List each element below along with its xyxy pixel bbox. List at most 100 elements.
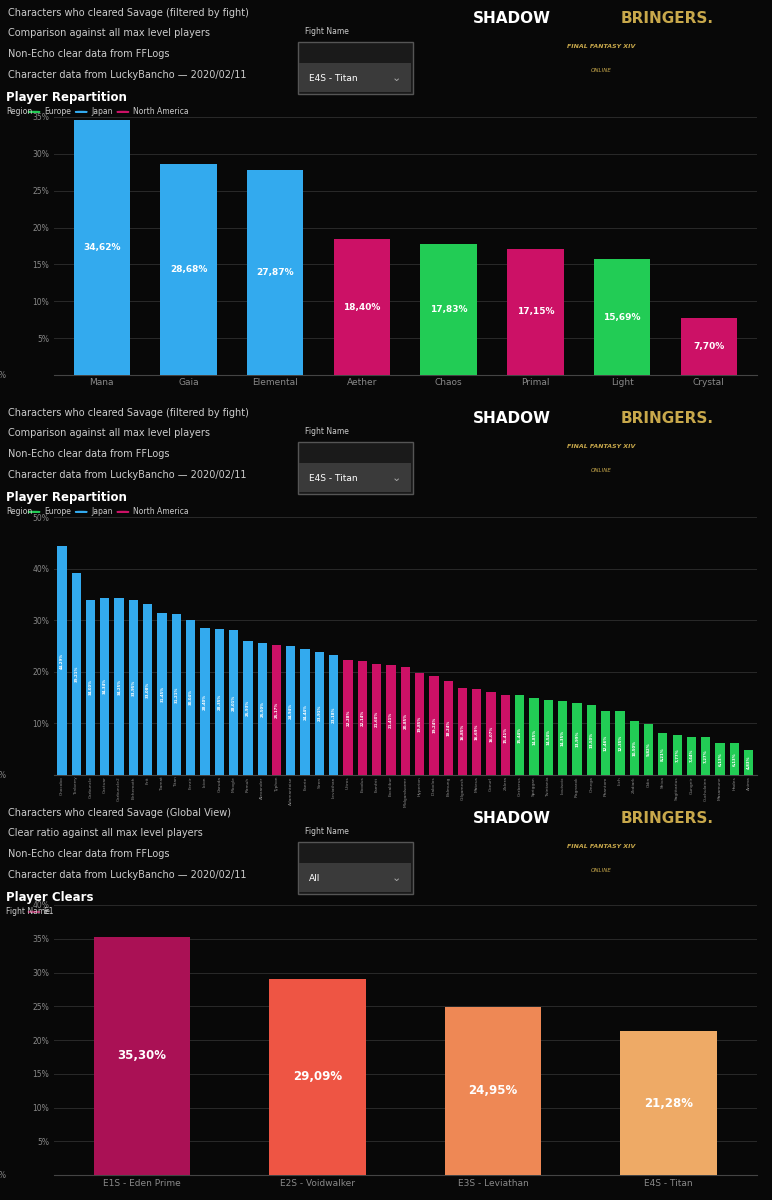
Text: 14,54%: 14,54%	[547, 730, 550, 745]
Text: 24,95%: 24,95%	[469, 1085, 518, 1097]
Text: 0%: 0%	[0, 371, 6, 379]
Text: 34,34%: 34,34%	[103, 678, 107, 695]
Bar	[615, 712, 625, 775]
Text: 15,44%: 15,44%	[518, 727, 522, 743]
Bar	[501, 696, 510, 775]
Text: Character data from LuckyBancho — 2020/02/11: Character data from LuckyBancho — 2020/0…	[8, 870, 246, 881]
FancyBboxPatch shape	[298, 42, 413, 94]
Text: E3S - Leviathan: E3S - Leviathan	[250, 907, 310, 917]
Text: 14,85%: 14,85%	[532, 728, 536, 745]
Text: 31,21%: 31,21%	[174, 686, 178, 703]
Text: 28,68%: 28,68%	[170, 265, 207, 274]
Bar	[672, 734, 682, 775]
Text: 30,04%: 30,04%	[188, 690, 193, 706]
Text: SHADOW: SHADOW	[473, 12, 551, 26]
Bar	[161, 163, 217, 374]
Text: Player Repartition: Player Repartition	[6, 491, 127, 504]
Bar	[687, 737, 696, 775]
Bar	[744, 750, 753, 775]
Bar	[445, 1007, 541, 1175]
Text: 23,18%: 23,18%	[332, 707, 336, 724]
Text: Region: Region	[6, 506, 32, 516]
Text: 0%: 0%	[0, 770, 6, 780]
Text: 10,50%: 10,50%	[632, 740, 636, 756]
Bar	[201, 629, 210, 775]
Text: BRINGERS.: BRINGERS.	[621, 12, 713, 26]
Text: Fight Name: Fight Name	[306, 827, 349, 836]
Bar	[401, 667, 410, 775]
Text: 12,46%: 12,46%	[604, 734, 608, 751]
Text: Characters who cleared Savage (filtered by fight): Characters who cleared Savage (filtered …	[8, 408, 249, 418]
Text: 35,30%: 35,30%	[117, 1049, 166, 1062]
Text: FINAL FANTASY XIV: FINAL FANTASY XIV	[567, 43, 635, 49]
Text: Japan: Japan	[91, 107, 113, 116]
Bar	[421, 244, 477, 374]
Bar	[186, 620, 195, 775]
Bar	[587, 706, 596, 775]
Bar	[247, 169, 303, 374]
Text: 8,21%: 8,21%	[661, 748, 665, 761]
Bar	[486, 692, 496, 775]
Text: 28,01%: 28,01%	[232, 695, 235, 710]
Text: 34,25%: 34,25%	[117, 678, 121, 695]
Bar	[129, 600, 138, 775]
Bar	[258, 643, 267, 775]
Text: FINAL FANTASY XIV: FINAL FANTASY XIV	[567, 444, 635, 449]
Bar	[329, 655, 338, 775]
Text: 31,45%: 31,45%	[160, 685, 164, 702]
Text: 17,15%: 17,15%	[516, 307, 554, 317]
Bar	[621, 1031, 717, 1175]
Text: BRINGERS.: BRINGERS.	[621, 811, 713, 827]
Text: E4S - Titan: E4S - Titan	[347, 907, 388, 917]
Text: Region: Region	[6, 107, 32, 115]
Bar	[716, 743, 725, 775]
Text: 27,87%: 27,87%	[256, 268, 294, 277]
Text: 9,82%: 9,82%	[646, 743, 651, 756]
Bar	[601, 710, 610, 775]
Bar	[530, 698, 539, 775]
FancyBboxPatch shape	[300, 463, 411, 492]
Bar	[73, 120, 130, 374]
Bar	[357, 661, 367, 775]
Text: 12,35%: 12,35%	[618, 736, 622, 751]
Bar	[386, 665, 395, 775]
Text: 28,35%: 28,35%	[217, 694, 222, 710]
Text: 19,85%: 19,85%	[418, 715, 422, 732]
Text: ⌄: ⌄	[392, 73, 401, 83]
FancyBboxPatch shape	[300, 64, 411, 92]
Text: Non-Echo clear data from FFLogs: Non-Echo clear data from FFLogs	[8, 850, 169, 859]
Bar	[334, 239, 390, 374]
Text: 24,44%: 24,44%	[303, 704, 307, 720]
Text: 33,08%: 33,08%	[146, 682, 150, 697]
Bar	[57, 546, 66, 775]
Bar	[543, 700, 553, 775]
Bar	[572, 703, 581, 775]
Text: 13,99%: 13,99%	[575, 731, 579, 748]
Text: 18,40%: 18,40%	[344, 302, 381, 312]
Text: BRINGERS.: BRINGERS.	[621, 412, 713, 426]
Text: 20,85%: 20,85%	[403, 713, 408, 730]
Bar	[507, 248, 564, 374]
FancyBboxPatch shape	[298, 841, 413, 894]
Bar	[100, 598, 110, 775]
Bar	[229, 630, 239, 775]
Bar	[300, 649, 310, 775]
Text: Fight Name: Fight Name	[306, 28, 349, 36]
Bar	[515, 695, 524, 775]
Bar	[659, 733, 668, 775]
Text: E2S - Voidwalker: E2S - Voidwalker	[147, 907, 211, 917]
Text: 39,21%: 39,21%	[74, 666, 78, 682]
Bar	[444, 680, 453, 775]
Text: 21,41%: 21,41%	[389, 712, 393, 728]
Text: E1S - Eden Prime: E1S - Eden Prime	[44, 907, 110, 917]
Bar	[86, 600, 95, 775]
Text: Fight Name: Fight Name	[306, 427, 349, 436]
Text: 21,28%: 21,28%	[645, 1097, 693, 1110]
Bar	[472, 689, 482, 775]
Text: SHADOW: SHADOW	[473, 412, 551, 426]
Bar	[114, 599, 124, 775]
Text: 34,62%: 34,62%	[83, 242, 120, 252]
Bar	[215, 629, 224, 775]
Bar	[315, 652, 324, 775]
Text: E4S - Titan: E4S - Titan	[310, 74, 358, 83]
